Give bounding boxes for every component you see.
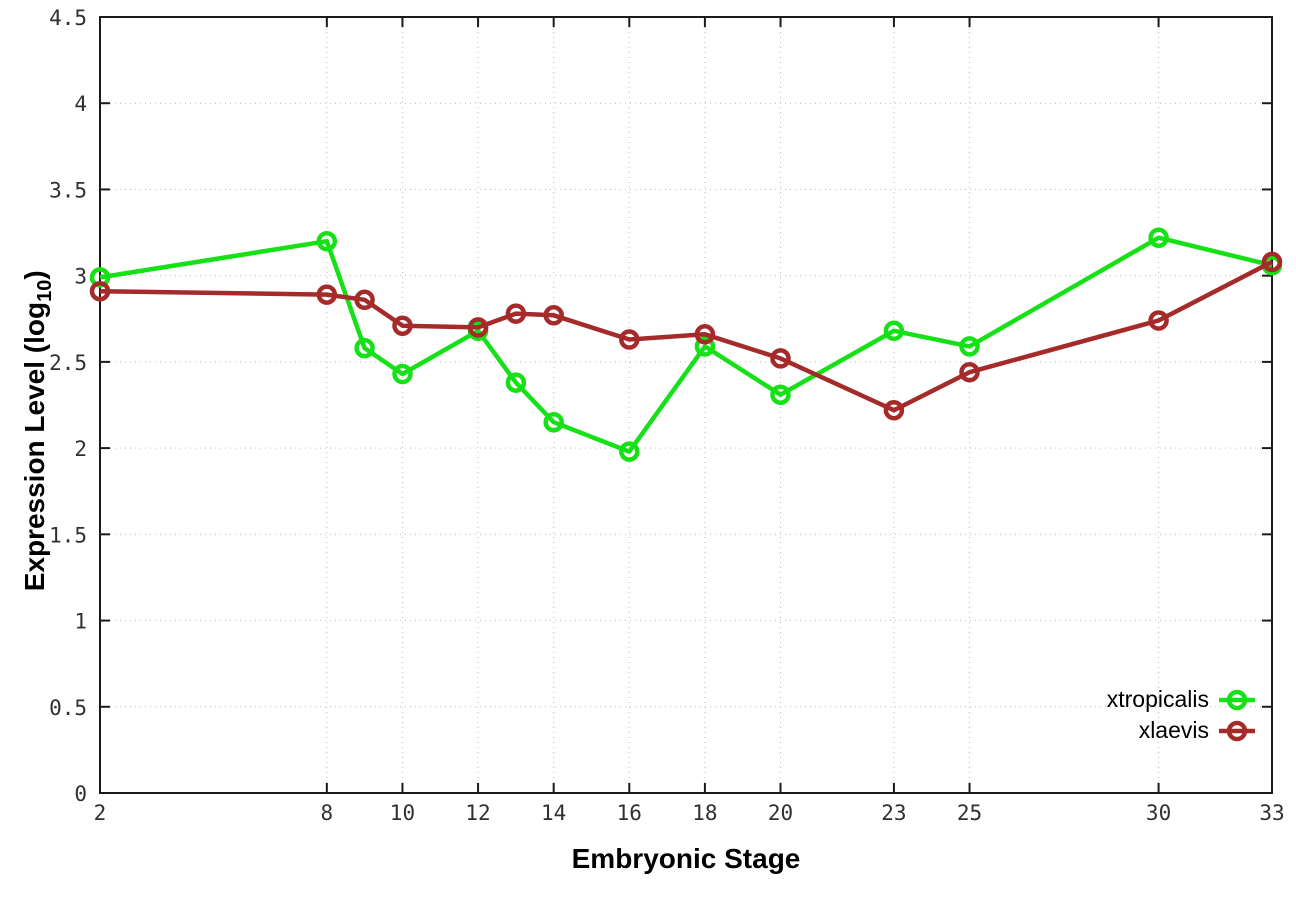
- svg-text:4: 4: [74, 92, 87, 116]
- svg-text:33: 33: [1259, 801, 1284, 825]
- svg-text:23: 23: [881, 801, 906, 825]
- svg-text:10: 10: [390, 801, 415, 825]
- legend-marker-icon: [1219, 689, 1255, 710]
- svg-text:18: 18: [692, 801, 717, 825]
- svg-text:16: 16: [617, 801, 642, 825]
- svg-text:2: 2: [74, 437, 87, 461]
- legend: xtropicalis xlaevis: [1107, 685, 1256, 745]
- svg-text:0: 0: [74, 782, 87, 806]
- svg-text:8: 8: [321, 801, 334, 825]
- legend-marker-icon: [1219, 720, 1255, 741]
- y-axis-label-main: Expression Level (log: [19, 301, 51, 592]
- svg-text:2: 2: [94, 801, 107, 825]
- y-axis-label-end: ): [19, 270, 51, 280]
- svg-text:4.5: 4.5: [49, 6, 87, 30]
- legend-label: xtropicalis: [1106, 686, 1209, 712]
- svg-text:2.5: 2.5: [49, 351, 87, 375]
- svg-text:1: 1: [74, 610, 87, 634]
- legend-item: xlaevis: [1139, 716, 1256, 745]
- legend-label: xlaevis: [1138, 717, 1209, 743]
- svg-text:25: 25: [957, 801, 982, 825]
- legend-item: xtropicalis: [1107, 685, 1256, 714]
- svg-text:0.5: 0.5: [49, 696, 87, 720]
- y-axis-label: Expression Level (log10): [19, 251, 57, 611]
- y-axis-label-sub: 10: [33, 279, 56, 302]
- x-axis-label: Embryonic Stage: [571, 843, 801, 874]
- svg-text:30: 30: [1146, 801, 1171, 825]
- svg-text:3.5: 3.5: [49, 178, 87, 202]
- svg-text:20: 20: [768, 801, 793, 825]
- svg-text:14: 14: [541, 801, 566, 825]
- svg-text:3: 3: [74, 265, 87, 289]
- svg-text:1.5: 1.5: [49, 523, 87, 547]
- svg-text:12: 12: [465, 801, 490, 825]
